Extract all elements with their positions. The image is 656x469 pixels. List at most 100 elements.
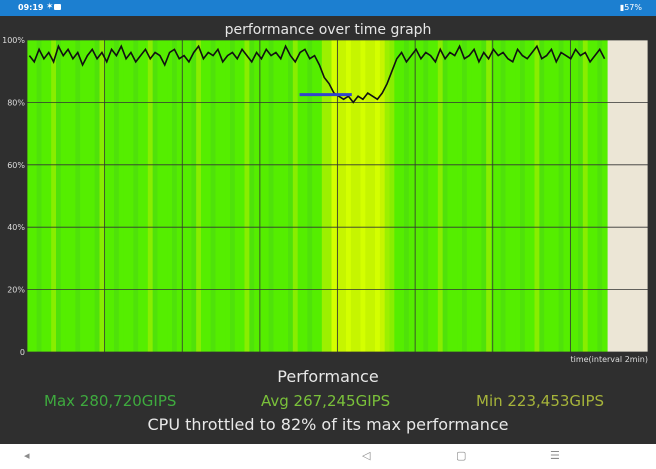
throughput-band bbox=[428, 40, 434, 352]
cat-notification-icon: ✶ bbox=[46, 2, 54, 12]
throughput-band bbox=[597, 40, 603, 352]
throughput-band bbox=[152, 40, 159, 352]
throughput-band bbox=[578, 40, 584, 352]
throughput-band bbox=[85, 40, 91, 352]
throughput-band bbox=[466, 40, 473, 352]
throughput-band bbox=[36, 40, 43, 352]
throughput-band bbox=[476, 40, 482, 352]
throughput-band bbox=[288, 40, 294, 352]
throughput-band bbox=[331, 40, 337, 352]
throughput-band bbox=[220, 40, 226, 352]
throughput-band bbox=[167, 40, 173, 352]
throughput-band bbox=[355, 40, 362, 352]
throughput-band bbox=[307, 40, 313, 352]
throughput-band bbox=[457, 40, 463, 352]
throughput-band bbox=[486, 40, 492, 352]
throughput-band bbox=[133, 40, 139, 352]
throughput-band bbox=[399, 40, 405, 352]
throughput-band bbox=[302, 40, 308, 352]
y-tick-label: 20% bbox=[7, 286, 25, 295]
throughput-band bbox=[326, 40, 333, 352]
throughput-band bbox=[360, 40, 366, 352]
throughput-band bbox=[273, 40, 279, 352]
throughput-band bbox=[553, 40, 560, 352]
throughput-band bbox=[510, 40, 516, 352]
battery-icon: ▮ bbox=[619, 3, 625, 12]
throughput-band bbox=[408, 40, 415, 352]
throughput-band bbox=[462, 40, 468, 352]
throughput-band bbox=[65, 40, 72, 352]
throughput-band bbox=[423, 40, 429, 352]
throughput-band bbox=[56, 40, 62, 352]
throughput-band bbox=[312, 40, 318, 352]
throughput-band bbox=[138, 40, 144, 352]
throughput-band bbox=[186, 40, 192, 352]
avg-performance: Avg 267,245GIPS bbox=[261, 392, 391, 410]
throughput-band bbox=[437, 40, 444, 352]
throughput-band bbox=[592, 40, 598, 352]
throughput-band bbox=[162, 40, 168, 352]
throughput-bands bbox=[27, 40, 608, 352]
throughput-band bbox=[529, 40, 536, 352]
throughput-band bbox=[181, 40, 188, 352]
throughput-band bbox=[51, 40, 57, 352]
throughput-band bbox=[587, 40, 594, 352]
throughput-band bbox=[123, 40, 130, 352]
performance-title: Performance bbox=[277, 367, 379, 386]
y-tick-label: 80% bbox=[7, 98, 25, 107]
throughput-band bbox=[539, 40, 545, 352]
navigation-bar: ◂ ◁ ▢ ☰ bbox=[0, 444, 656, 469]
throughput-band bbox=[534, 40, 540, 352]
throughput-band bbox=[283, 40, 289, 352]
throughput-band bbox=[75, 40, 81, 352]
throughput-band bbox=[278, 40, 284, 352]
throughput-band bbox=[114, 40, 120, 352]
throughput-band bbox=[259, 40, 265, 352]
throughput-band bbox=[263, 40, 270, 352]
throughput-band bbox=[89, 40, 96, 352]
throughput-band bbox=[418, 40, 424, 352]
throughput-band bbox=[413, 40, 420, 352]
throughput-band bbox=[573, 40, 579, 352]
recents-button[interactable]: ☰ bbox=[550, 449, 560, 462]
throughput-band bbox=[350, 40, 357, 352]
throughput-band bbox=[297, 40, 304, 352]
throughput-band bbox=[191, 40, 197, 352]
throughput-band bbox=[341, 40, 347, 352]
throughput-band bbox=[404, 40, 410, 352]
throughput-band bbox=[143, 40, 149, 352]
throughput-band bbox=[336, 40, 342, 352]
throughput-band bbox=[558, 40, 565, 352]
home-button[interactable]: ▢ bbox=[456, 449, 467, 462]
y-tick-label: 0 bbox=[20, 348, 25, 357]
throughput-band bbox=[254, 40, 260, 352]
throughput-band bbox=[491, 40, 497, 352]
back-button[interactable]: ◁ bbox=[362, 449, 371, 462]
performance-line bbox=[28, 44, 606, 104]
status-bar: 09:19 ✶ ▮57% bbox=[0, 0, 656, 16]
throughput-band bbox=[317, 40, 323, 352]
min-performance: Min 223,453GIPS bbox=[476, 392, 605, 410]
throughput-band bbox=[27, 40, 33, 352]
collapse-button[interactable]: ◂ bbox=[24, 449, 30, 462]
throughput-band bbox=[500, 40, 507, 352]
throughput-band bbox=[230, 40, 236, 352]
throughput-band bbox=[394, 40, 400, 352]
throughput-band bbox=[582, 40, 589, 352]
y-tick-label: 100% bbox=[2, 36, 25, 45]
throughput-band bbox=[80, 40, 86, 352]
throughput-band bbox=[568, 40, 574, 352]
throughput-band bbox=[225, 40, 231, 352]
throughput-band bbox=[520, 40, 526, 352]
throughput-band bbox=[321, 40, 328, 352]
throughput-band bbox=[128, 40, 134, 352]
throughput-band bbox=[157, 40, 163, 352]
throughput-band bbox=[205, 40, 212, 352]
throughput-band bbox=[549, 40, 555, 352]
throughput-band bbox=[375, 40, 381, 352]
app-notification-icon bbox=[54, 4, 61, 10]
throughput-band bbox=[176, 40, 183, 352]
throughput-band bbox=[104, 40, 110, 352]
throughput-band bbox=[234, 40, 241, 352]
